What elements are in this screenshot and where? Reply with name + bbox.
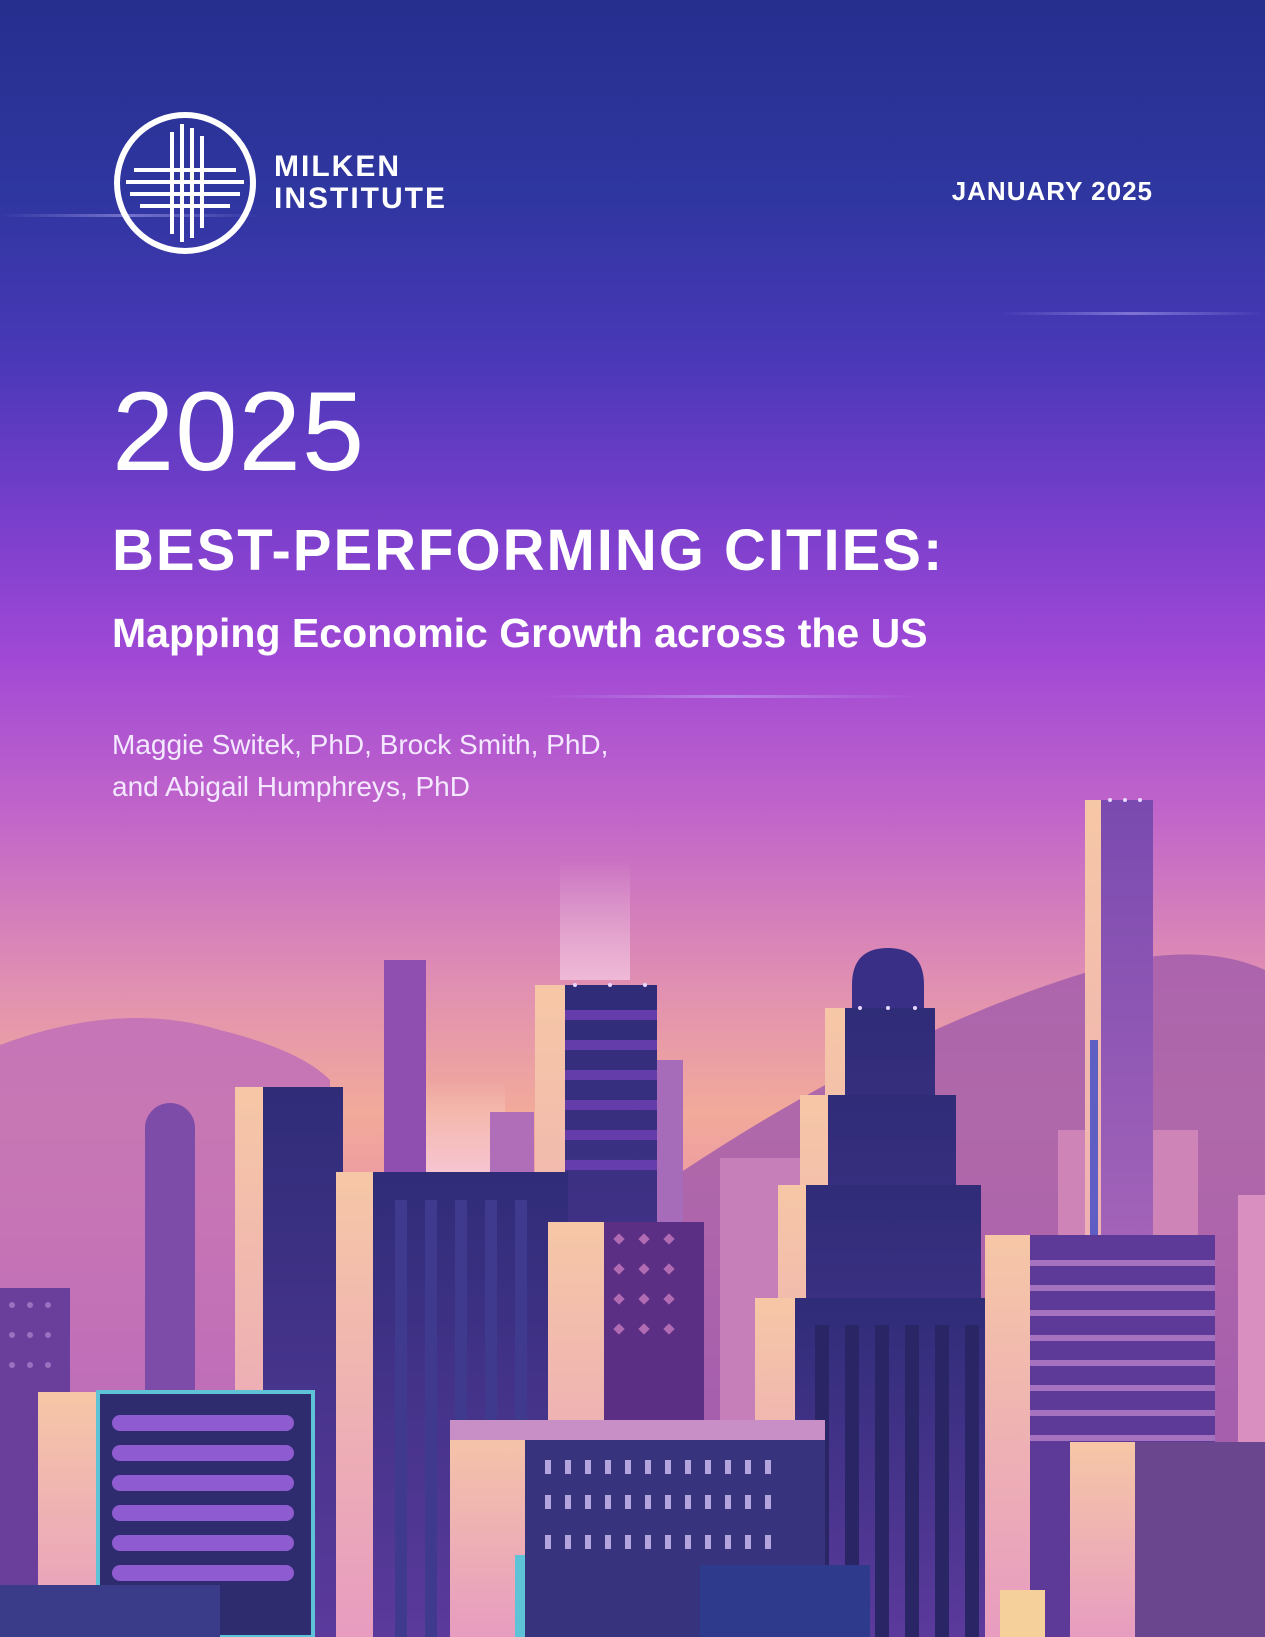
report-subtitle: Mapping Economic Growth across the US <box>112 610 928 656</box>
report-headline: BEST-PERFORMING CITIES: <box>112 518 945 583</box>
milken-institute-logo: MILKEN INSTITUTE <box>112 110 447 256</box>
milken-institute-logo-icon <box>114 112 256 254</box>
logo-text-line2: INSTITUTE <box>274 182 447 215</box>
publication-date: JANUARY 2025 <box>951 176 1153 206</box>
sky-streak <box>540 695 920 698</box>
authors-line2: and Abigail Humphreys, PhD <box>112 771 470 802</box>
sky-streak <box>1000 312 1265 315</box>
report-year: 2025 <box>112 369 366 494</box>
logo-text-line1: MILKEN <box>274 150 401 183</box>
authors: Maggie Switek, PhD, Brock Smith, PhD, an… <box>112 724 608 808</box>
authors-line1: Maggie Switek, PhD, Brock Smith, PhD, <box>112 729 609 760</box>
sky-streak <box>0 214 260 217</box>
